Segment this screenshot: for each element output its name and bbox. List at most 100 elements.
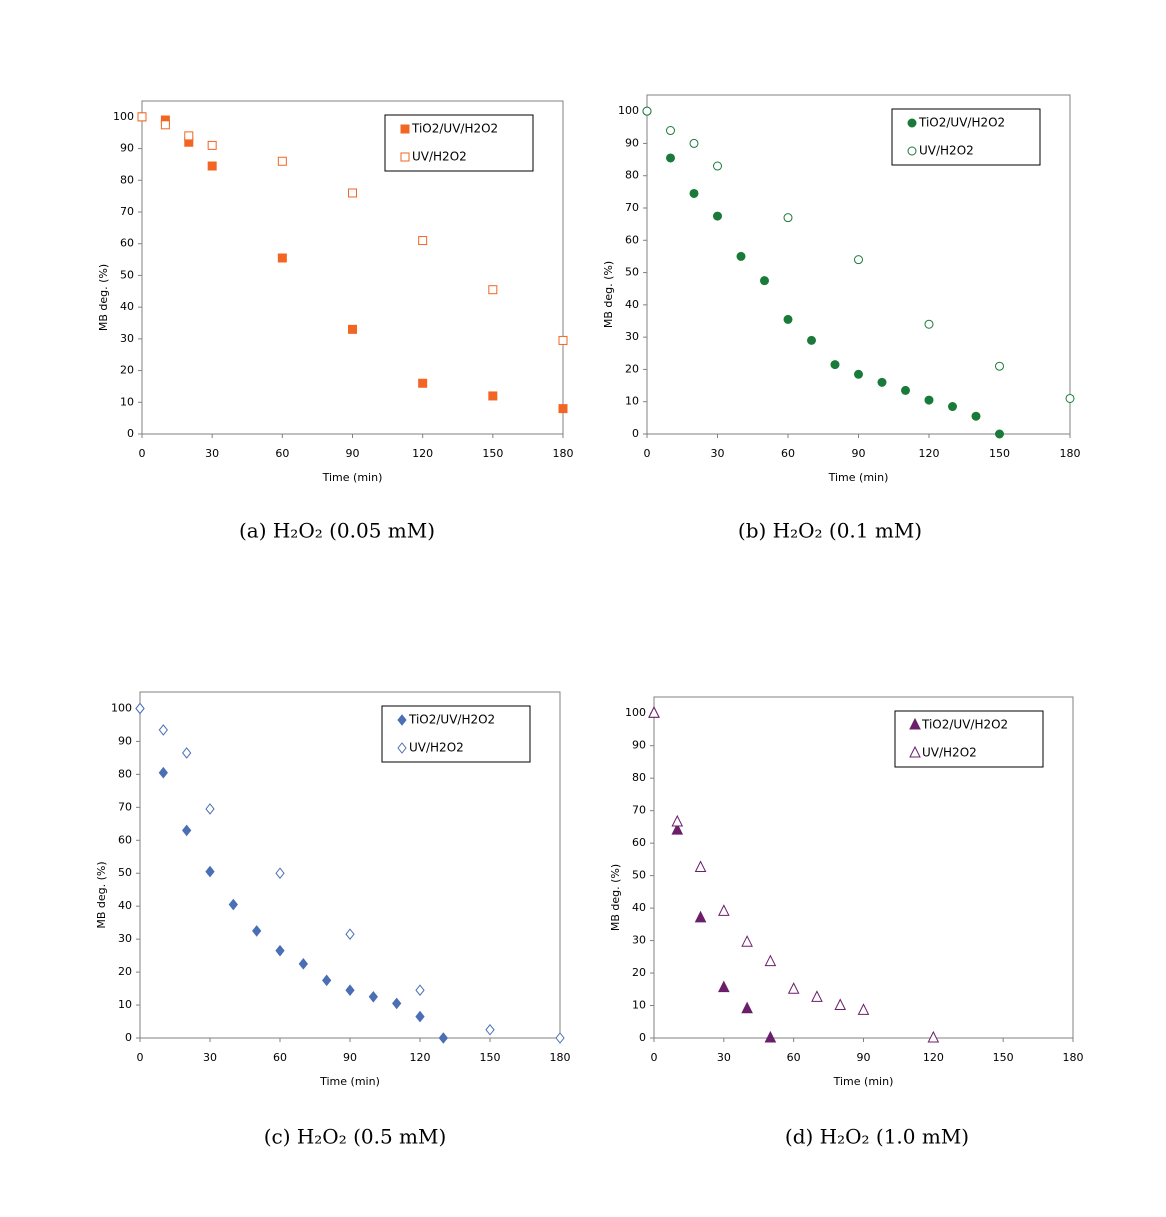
legend-label: TiO2/UV/H2O2 bbox=[918, 116, 1005, 130]
y-tick-label: 50 bbox=[625, 266, 639, 279]
x-tick-label: 180 bbox=[550, 1051, 571, 1064]
caption: (c) H₂O₂ (0.5 mM) bbox=[264, 1125, 447, 1149]
marker bbox=[741, 1001, 753, 1014]
x-tick-label: 0 bbox=[651, 1051, 658, 1064]
y-tick-label: 100 bbox=[111, 701, 132, 714]
marker bbox=[205, 865, 215, 878]
legend-marker bbox=[397, 742, 407, 754]
x-tick-label: 90 bbox=[343, 1051, 357, 1064]
marker bbox=[1065, 393, 1075, 403]
marker bbox=[488, 391, 498, 401]
marker bbox=[811, 990, 823, 1002]
legend-label: UV/H2O2 bbox=[922, 746, 977, 760]
x-tick-label: 30 bbox=[205, 447, 219, 460]
x-tick-label: 0 bbox=[644, 447, 651, 460]
y-tick-label: 20 bbox=[625, 362, 639, 375]
y-tick-label: 10 bbox=[632, 999, 646, 1012]
y-tick-label: 40 bbox=[118, 899, 132, 912]
marker bbox=[488, 285, 498, 295]
y-tick-label: 90 bbox=[632, 739, 646, 752]
y-axis-label: MB deg. (%) bbox=[97, 264, 110, 331]
marker bbox=[228, 898, 238, 911]
y-tick-label: 100 bbox=[113, 110, 134, 123]
y-tick-label: 40 bbox=[632, 901, 646, 914]
x-axis-label: Time (min) bbox=[322, 471, 383, 484]
marker bbox=[182, 824, 192, 837]
marker bbox=[322, 974, 332, 987]
marker bbox=[857, 1003, 870, 1015]
marker bbox=[415, 984, 425, 997]
y-tick-label: 30 bbox=[632, 934, 646, 947]
y-tick-label: 0 bbox=[127, 427, 134, 440]
marker bbox=[345, 984, 355, 997]
y-tick-label: 60 bbox=[120, 237, 134, 250]
marker bbox=[760, 276, 769, 286]
marker bbox=[160, 120, 170, 130]
marker bbox=[205, 803, 215, 815]
x-tick-label: 120 bbox=[919, 447, 940, 460]
x-axis-label: Time (min) bbox=[828, 471, 889, 484]
y-tick-label: 20 bbox=[632, 966, 646, 979]
marker bbox=[558, 404, 568, 414]
marker bbox=[158, 724, 168, 736]
y-tick-label: 0 bbox=[632, 427, 639, 440]
y-axis-label: MB deg. (%) bbox=[95, 861, 108, 928]
x-tick-label: 120 bbox=[923, 1051, 944, 1064]
x-tick-label: 150 bbox=[989, 447, 1010, 460]
y-tick-label: 80 bbox=[625, 169, 639, 182]
y-tick-label: 80 bbox=[118, 767, 132, 780]
marker bbox=[877, 377, 887, 387]
legend-marker bbox=[907, 118, 917, 128]
marker bbox=[415, 1010, 425, 1023]
marker bbox=[854, 255, 863, 265]
marker bbox=[252, 925, 262, 937]
marker bbox=[392, 997, 402, 1010]
marker bbox=[764, 954, 777, 967]
legend bbox=[894, 710, 1044, 768]
x-tick-label: 90 bbox=[857, 1051, 871, 1064]
marker bbox=[971, 411, 981, 421]
x-tick-label: 180 bbox=[1063, 1051, 1084, 1064]
y-tick-label: 50 bbox=[120, 268, 134, 281]
marker bbox=[830, 360, 840, 370]
marker bbox=[348, 188, 357, 198]
x-tick-label: 60 bbox=[787, 1051, 801, 1064]
marker bbox=[736, 251, 746, 261]
y-tick-label: 30 bbox=[120, 332, 134, 345]
marker bbox=[348, 324, 357, 334]
y-axis-label: MB deg. (%) bbox=[609, 864, 622, 931]
marker bbox=[807, 335, 816, 345]
x-tick-label: 30 bbox=[711, 447, 725, 460]
x-tick-label: 60 bbox=[275, 447, 289, 460]
legend-label: TiO2/UV/H2O2 bbox=[921, 718, 1008, 732]
legend-label: TiO2/UV/H2O2 bbox=[408, 713, 495, 727]
x-axis-label: Time (min) bbox=[319, 1075, 380, 1088]
marker bbox=[135, 702, 145, 715]
x-tick-label: 60 bbox=[273, 1051, 287, 1064]
legend-marker bbox=[909, 745, 921, 758]
x-tick-label: 30 bbox=[203, 1051, 217, 1064]
marker bbox=[718, 980, 730, 993]
y-tick-label: 0 bbox=[125, 1031, 132, 1044]
y-tick-label: 60 bbox=[632, 836, 646, 849]
marker bbox=[671, 823, 684, 835]
legend-marker bbox=[907, 146, 917, 156]
marker bbox=[713, 161, 722, 171]
y-tick-label: 90 bbox=[120, 142, 134, 155]
legend-label: UV/H2O2 bbox=[409, 741, 464, 755]
marker bbox=[277, 253, 287, 263]
x-tick-label: 30 bbox=[717, 1051, 731, 1064]
marker bbox=[901, 385, 910, 395]
marker bbox=[741, 935, 753, 947]
x-tick-label: 180 bbox=[1060, 447, 1081, 460]
marker bbox=[787, 982, 800, 994]
x-tick-label: 60 bbox=[781, 447, 795, 460]
marker bbox=[718, 904, 730, 916]
y-tick-label: 100 bbox=[625, 706, 646, 719]
y-tick-label: 90 bbox=[625, 136, 639, 149]
y-tick-label: 70 bbox=[118, 800, 132, 813]
marker bbox=[783, 314, 793, 324]
marker bbox=[689, 138, 699, 148]
y-tick-label: 30 bbox=[625, 330, 639, 343]
marker bbox=[555, 1032, 565, 1044]
